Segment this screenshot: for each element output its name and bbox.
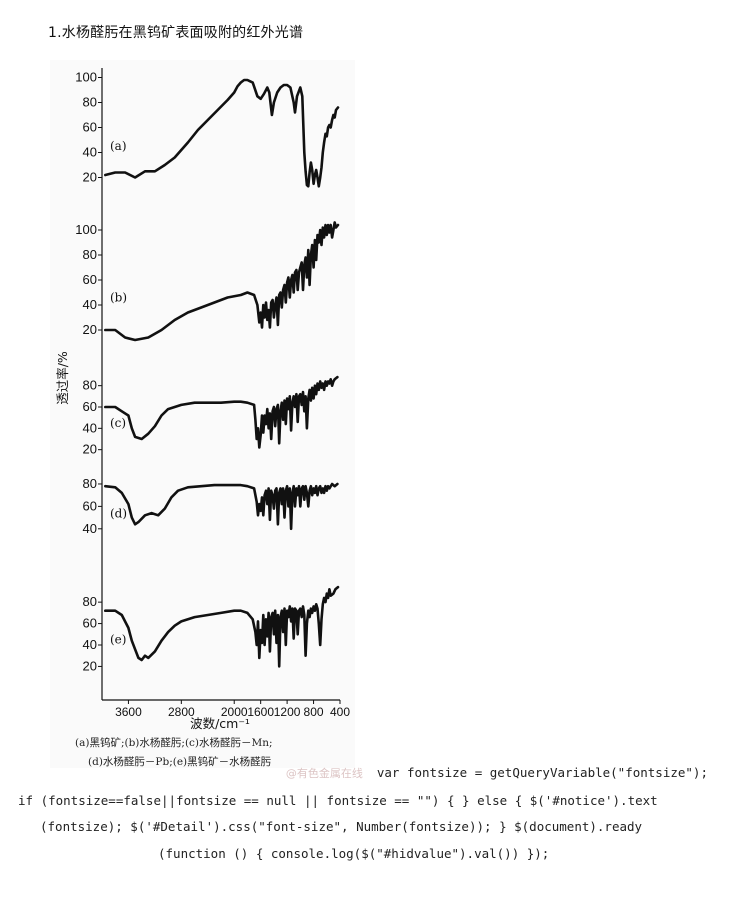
y-tick-label: 60 bbox=[83, 272, 97, 287]
y-tick-label: 40 bbox=[83, 420, 97, 435]
y-tick-label: 60 bbox=[83, 120, 97, 135]
ir-spectra-figure: 透过率/% 波数/cm⁻¹ (a)黑钨矿;(b)水杨醛肟;(c)水杨醛肟－Mn;… bbox=[50, 60, 355, 768]
y-tick-label: 20 bbox=[83, 442, 97, 457]
spectrum-trace-e bbox=[104, 585, 340, 668]
code-line-2: if (fontsize==false||fontsize == null ||… bbox=[18, 792, 658, 808]
x-axis-label: 波数/cm⁻¹ bbox=[190, 716, 250, 731]
panel-label-c: (c) bbox=[110, 416, 126, 430]
code-line-1-text: var fontsize = getQueryVariable("fontsiz… bbox=[376, 765, 708, 780]
y-tick-label: 40 bbox=[83, 297, 97, 312]
y-axis-label: 透过率/% bbox=[55, 351, 70, 405]
spectrum-trace-d bbox=[104, 482, 339, 531]
ir-spectra-chart: 透过率/% 波数/cm⁻¹ (a)黑钨矿;(b)水杨醛肟;(c)水杨醛肟－Mn;… bbox=[50, 60, 355, 768]
x-tick-label: 800 bbox=[304, 705, 324, 719]
y-tick-label: 80 bbox=[83, 247, 97, 262]
y-tick-label: 100 bbox=[75, 70, 97, 85]
x-tick-label: 3600 bbox=[115, 705, 142, 719]
y-tick-label: 100 bbox=[75, 222, 97, 237]
code-line-1: @有色金属在线 var fontsize = getQueryVariable("… bbox=[18, 760, 718, 788]
y-tick-label: 80 bbox=[83, 378, 97, 393]
y-tick-label: 20 bbox=[83, 658, 97, 673]
x-tick-label: 2800 bbox=[168, 705, 195, 719]
x-tick-label: 1200 bbox=[274, 705, 301, 719]
code-line-4: (function () { console.log($("#hidvalue"… bbox=[158, 845, 550, 861]
y-tick-label: 20 bbox=[83, 170, 97, 185]
y-tick-label: 40 bbox=[83, 145, 97, 160]
panel-label-d: (d) bbox=[110, 506, 127, 520]
code-line-3: (fontsize); $('#Detail').css("font-size"… bbox=[40, 819, 643, 834]
caption-line-2: (d)水杨醛肟－Pb;(e)黑钨矿－水杨醛肟 bbox=[88, 755, 272, 768]
y-tick-label: 80 bbox=[83, 594, 97, 609]
spectrum-trace-b bbox=[104, 221, 340, 342]
caption-line-1: (a)黑钨矿;(b)水杨醛肟;(c)水杨醛肟－Mn; bbox=[75, 736, 273, 749]
y-tick-label: 80 bbox=[83, 95, 97, 110]
y-tick-label: 20 bbox=[83, 322, 97, 337]
panel-label-e: (e) bbox=[110, 633, 126, 647]
x-tick-label: 400 bbox=[330, 705, 350, 719]
panel-label-b: (b) bbox=[110, 290, 127, 304]
watermark: @有色金属在线 bbox=[285, 767, 363, 780]
panel-label-a: (a) bbox=[110, 139, 127, 153]
page-title: 1.水杨醛肟在黑钨矿表面吸附的红外光谱 bbox=[48, 25, 304, 41]
y-tick-label: 40 bbox=[83, 637, 97, 652]
y-tick-label: 60 bbox=[83, 616, 97, 631]
leaked-script-text: @有色金属在线 var fontsize = getQueryVariable("… bbox=[18, 760, 718, 867]
x-tick-label: 1600 bbox=[247, 705, 274, 719]
y-tick-label: 60 bbox=[83, 498, 97, 513]
x-tick-label: 2000 bbox=[221, 705, 248, 719]
y-tick-label: 60 bbox=[83, 399, 97, 414]
y-tick-label: 80 bbox=[83, 476, 97, 491]
spectrum-trace-c bbox=[104, 375, 339, 449]
spectrum-trace-a bbox=[104, 78, 340, 188]
y-tick-label: 40 bbox=[83, 521, 97, 536]
